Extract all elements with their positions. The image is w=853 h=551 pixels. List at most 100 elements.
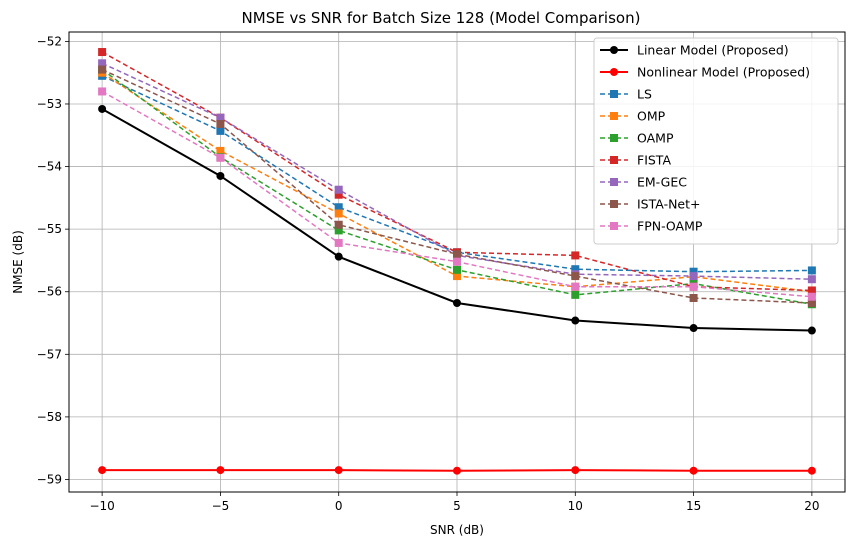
data-point [453,250,461,259]
legend-label: Nonlinear Model (Proposed) [637,65,810,80]
data-point [216,153,225,162]
data-point [334,185,343,194]
y-tick-label: −53 [37,97,62,111]
legend-label: FPN-OAMP [637,219,703,234]
data-point [807,466,816,475]
legend-item: Nonlinear Model (Proposed) [600,65,810,80]
data-point [334,466,343,475]
data-point [334,252,343,261]
axis-ticks: −10 −5 0 5 10 15 20 −59 −58 −57 −56 −55 −54 −53 −52 [37,34,820,513]
data-point [98,65,107,74]
x-tick-label: 15 [686,499,701,513]
data-point [216,113,225,122]
legend-label: FISTA [637,153,671,168]
y-axis-label: NMSE (dB) [11,230,25,294]
plot-frame [68,31,846,493]
data-point [453,298,461,307]
y-tick-label: −55 [37,222,62,236]
x-tick-label: −5 [212,499,230,513]
data-point [571,251,580,260]
legend-marker [610,156,618,164]
x-tick-label: −10 [89,499,114,513]
series-group [98,48,816,475]
data-point [571,272,580,281]
y-tick-label: −58 [37,410,62,424]
data-point [453,466,461,475]
x-axis-label: SNR (dB) [430,523,484,537]
data-point [334,209,343,218]
data-point [98,466,107,475]
legend-marker [610,112,618,120]
series-ista-net [98,65,816,307]
data-point [453,272,461,281]
legend-item: ISTA-Net+ [600,197,701,212]
data-point [571,282,580,291]
x-tick-label: 0 [335,499,343,513]
series-linear-model-proposed [98,104,816,335]
legend-item: Linear Model (Proposed) [600,43,789,58]
legend-marker [610,222,618,230]
data-point [807,275,816,284]
legend-marker [610,46,618,54]
data-point [807,266,816,275]
series-nonlinear-model-proposed [98,466,816,475]
data-point [807,292,816,301]
data-point [571,290,580,299]
legend-box [593,37,839,245]
data-point [453,257,461,266]
legend-label: OAMP [637,131,674,146]
legend-item: FISTA [600,153,671,168]
data-point [689,282,698,291]
data-point [216,120,225,128]
y-tick-label: −59 [37,472,62,486]
data-point [98,104,107,113]
data-point [334,203,343,212]
x-tick-label: 10 [568,499,583,513]
data-point [689,466,698,475]
data-point [571,265,580,274]
x-tick-label: 20 [804,499,819,513]
data-point [807,286,816,295]
data-point [216,171,225,180]
legend-label: Linear Model (Proposed) [637,43,789,58]
legend-marker [610,90,618,98]
y-tick-label: −52 [37,34,62,48]
legend: Linear Model (Proposed) Nonlinear Model (… [593,37,839,245]
y-tick-label: −57 [37,347,62,361]
legend-marker [610,178,618,186]
data-point [216,466,225,475]
y-tick-label: −56 [37,285,62,299]
data-point [807,298,816,307]
legend-marker [610,134,618,142]
legend-item: EM-GEC [600,175,687,190]
y-tick-label: −54 [37,160,62,174]
data-point [334,190,343,199]
data-point [216,126,225,135]
series-fpn-oamp [98,87,816,301]
legend-marker [610,200,618,208]
data-point [807,326,816,335]
data-point [334,226,343,235]
data-point [689,267,698,276]
data-point [689,324,698,333]
legend-item: LS [600,87,652,102]
legend-item: OAMP [600,131,674,146]
data-point [334,238,343,247]
data-point [571,466,580,475]
legend-label: ISTA-Net+ [637,197,701,212]
data-point [98,48,107,57]
legend-item: FPN-OAMP [600,219,703,234]
x-tick-label: 5 [453,499,461,513]
legend-label: OMP [637,109,666,124]
data-point [453,265,461,274]
data-point [216,146,225,155]
legend-item: OMP [600,109,666,124]
data-point [98,59,107,68]
data-point [98,87,107,96]
legend-label: LS [637,87,652,102]
data-point [571,316,580,325]
data-point [689,293,698,302]
chart-title: NMSE vs SNR for Batch Size 128 (Model Co… [242,9,641,27]
legend-label: EM-GEC [637,175,687,190]
